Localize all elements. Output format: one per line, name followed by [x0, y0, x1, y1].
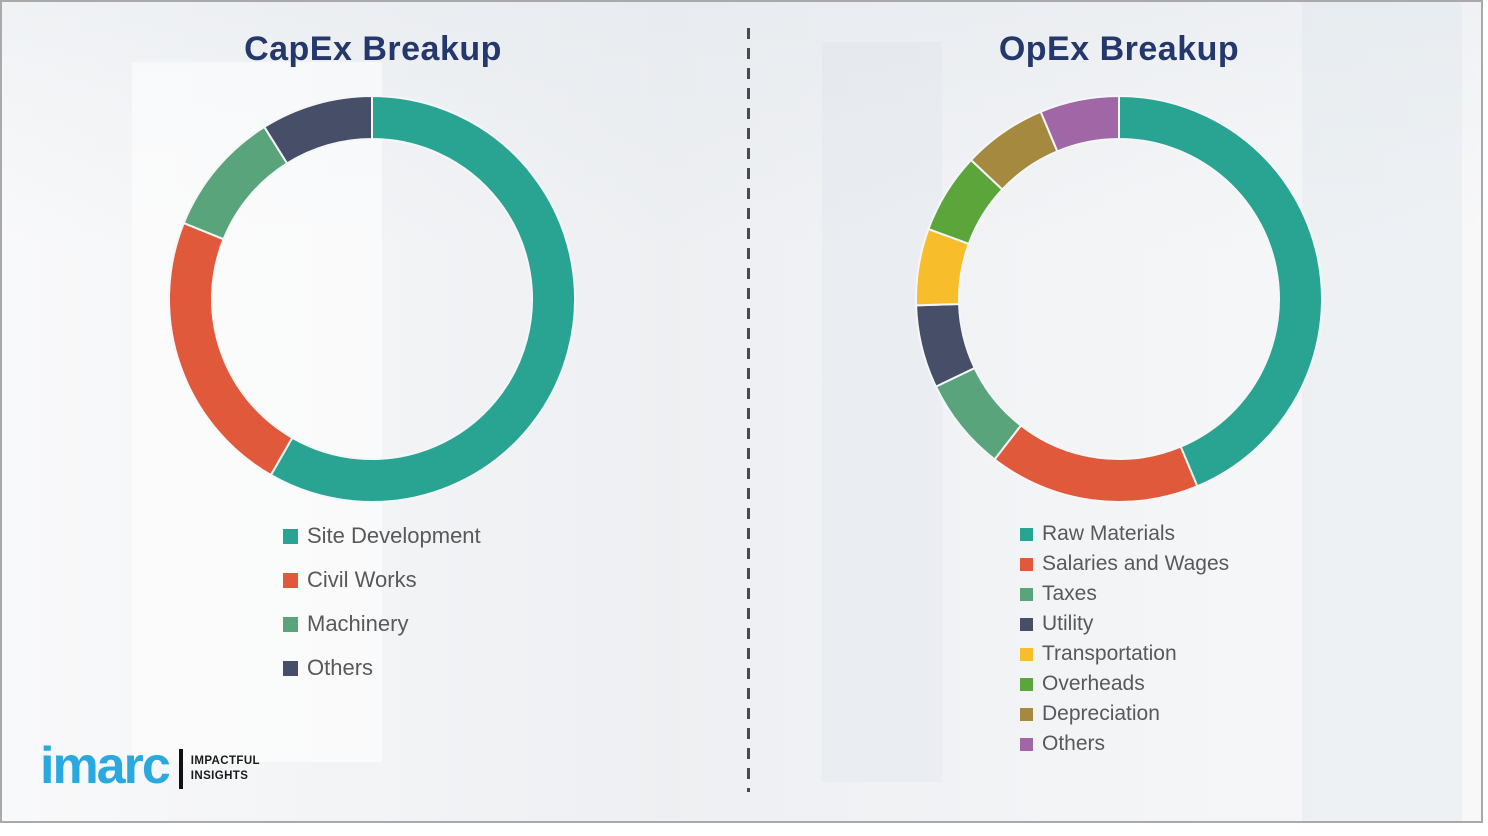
donut-segment-site-development: [269, 94, 576, 503]
divider-dashed-line: [747, 28, 750, 792]
imarc-logo: imarc IMPACTFUL INSIGHTS: [40, 740, 260, 792]
legend-swatch-transportation: [1020, 647, 1033, 661]
donut-segment-others: [1039, 94, 1120, 153]
capex-chart-title: CapEx Breakup: [244, 30, 502, 68]
legend-item-site-development: Site Development: [283, 514, 481, 558]
imarc-tagline-line2: INSIGHTS: [190, 770, 249, 782]
legend-item-others: Others: [1020, 729, 1229, 759]
opex-chart-title: OpEx Breakup: [998, 30, 1240, 68]
legend-swatch-depreciation: [1020, 707, 1033, 721]
background-watermark: [1302, 2, 1462, 821]
capex-donut-chart: [168, 94, 576, 503]
legend-swatch-utility: [1020, 617, 1033, 631]
legend-label: Civil Works: [307, 567, 417, 592]
legend-item-transportation: Transportation: [1020, 639, 1229, 669]
legend-swatch-raw-materials: [1020, 527, 1033, 541]
legend-swatch-others: [283, 660, 298, 676]
legend-swatch-overheads: [1020, 677, 1033, 691]
donut-segment-civil-works: [168, 221, 294, 477]
legend-item-overheads: Overheads: [1020, 669, 1229, 699]
imarc-logo-divider: [178, 749, 183, 789]
legend-label: Machinery: [307, 611, 409, 636]
legend-label: Raw Materials: [1042, 522, 1176, 545]
legend-label: Salaries and Wages: [1042, 552, 1230, 575]
donut-segment-others: [262, 94, 373, 165]
imarc-logo-tagline: IMPACTFUL INSIGHTS: [191, 754, 260, 784]
donut-segment-salaries-and-wages: [993, 424, 1199, 503]
legend-item-others: Others: [283, 646, 481, 690]
legend-label: Others: [307, 655, 374, 680]
legend-item-civil-works: Civil Works: [283, 558, 481, 602]
legend-item-depreciation: Depreciation: [1020, 699, 1229, 729]
legend-label: Transportation: [1042, 642, 1177, 665]
legend-swatch-others: [1020, 737, 1033, 751]
donut-segment-raw-materials: [1118, 94, 1323, 488]
legend-label: Site Development: [307, 523, 481, 548]
legend-item-utility: Utility: [1020, 609, 1229, 639]
legend-item-taxes: Taxes: [1020, 579, 1229, 609]
imarc-logo-text: imarc: [40, 737, 171, 795]
legend-label: Others: [1042, 732, 1106, 755]
legend-swatch-taxes: [1020, 587, 1033, 601]
donut-segment-machinery: [182, 125, 289, 241]
opex-legend: Raw Materials Salaries and Wages Taxes Util…: [1020, 519, 1229, 759]
legend-label: Overheads: [1042, 672, 1145, 695]
legend-swatch-civil-works: [283, 572, 298, 588]
legend-item-raw-materials: Raw Materials: [1020, 519, 1229, 549]
legend-swatch-site-development: [283, 528, 298, 544]
legend-item-salaries-and-wages: Salaries and Wages: [1020, 549, 1229, 579]
capex-legend: Site Development Civil Works Machinery Othe…: [283, 514, 481, 690]
imarc-tagline-line1: IMPACTFUL: [190, 755, 260, 768]
legend-swatch-machinery: [283, 616, 298, 632]
legend-label: Taxes: [1042, 582, 1097, 605]
legend-item-machinery: Machinery: [283, 602, 481, 646]
opex-donut-chart: [915, 94, 1323, 503]
legend-label: Depreciation: [1042, 702, 1160, 725]
legend-label: Utility: [1042, 612, 1094, 635]
legend-swatch-salaries-and-wages: [1020, 557, 1033, 571]
